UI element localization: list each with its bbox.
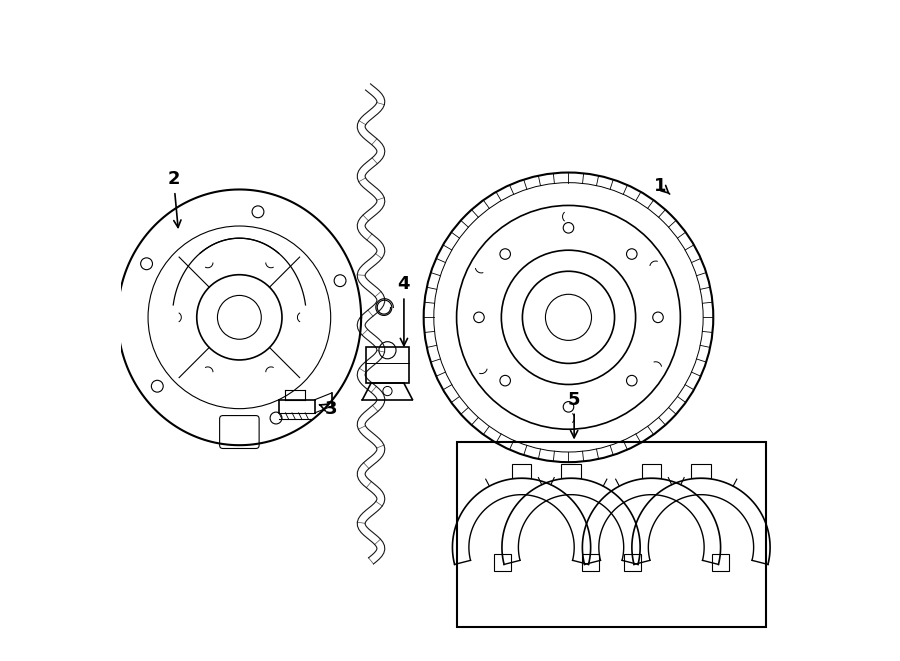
Text: 2: 2	[167, 170, 181, 227]
Text: 4: 4	[398, 276, 410, 346]
Bar	[456, 442, 766, 627]
Bar	[691, 464, 711, 478]
Bar	[512, 464, 531, 478]
Text: 5: 5	[568, 391, 580, 438]
Bar	[494, 554, 511, 570]
Bar	[642, 464, 662, 478]
Bar	[582, 554, 599, 570]
Bar	[562, 464, 580, 478]
Bar	[366, 347, 409, 383]
Text: 1: 1	[654, 176, 670, 195]
Bar	[713, 554, 729, 570]
Text: 3: 3	[320, 401, 338, 418]
Bar	[625, 554, 641, 570]
